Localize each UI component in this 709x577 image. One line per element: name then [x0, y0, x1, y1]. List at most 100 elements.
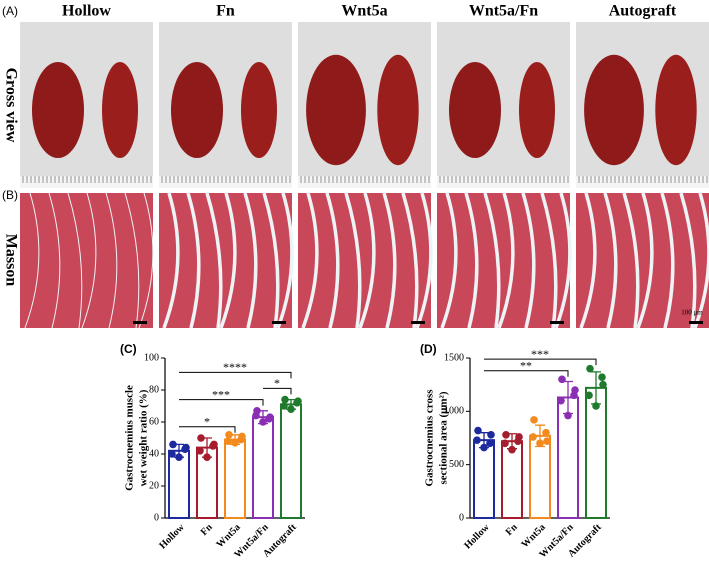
data-point — [259, 418, 267, 426]
scale-bar — [550, 321, 564, 324]
data-point — [281, 395, 289, 404]
muscle — [519, 62, 555, 158]
column-header: Fn — [216, 3, 235, 20]
panel-label: (B) — [2, 188, 18, 202]
fiber-gap — [48, 192, 61, 329]
fiber-gap — [540, 192, 558, 329]
data-point — [480, 443, 488, 452]
ruler — [20, 176, 153, 188]
data-point — [599, 380, 607, 389]
fiber-gap — [358, 192, 376, 329]
panel-label: (C) — [120, 342, 137, 356]
data-point — [501, 439, 509, 448]
row-label: Masson — [2, 234, 19, 287]
ruler — [576, 176, 709, 188]
data-point — [182, 443, 190, 452]
data-point — [210, 440, 218, 449]
bar — [252, 416, 274, 520]
ruler — [298, 176, 431, 188]
data-point — [564, 411, 572, 420]
ruler — [159, 176, 292, 188]
fiber-gap — [679, 192, 697, 329]
y-axis-label: Gastrocnemius muscle — [124, 385, 136, 491]
y-tick-label: 60 — [149, 416, 159, 427]
data-point — [280, 402, 288, 410]
data-point — [196, 447, 204, 455]
data-point — [515, 433, 523, 441]
panel-label: (D) — [420, 342, 437, 356]
muscle — [377, 54, 419, 166]
significance-label: * — [204, 415, 210, 429]
data-point — [529, 433, 537, 441]
y-tick-label: 40 — [149, 448, 159, 459]
data-point — [252, 411, 260, 420]
masson-photo — [20, 193, 153, 328]
fiber-gap — [382, 192, 397, 329]
fiber-gap — [344, 192, 362, 329]
fiber-gap — [521, 192, 536, 329]
fiber-gap — [301, 192, 319, 329]
y-tick-label: 0 — [154, 512, 159, 523]
data-point — [508, 445, 516, 454]
data-point — [197, 434, 205, 442]
fiber-gap — [660, 192, 675, 329]
muscle — [32, 62, 84, 158]
column-header: Autograft — [609, 3, 677, 20]
scale-bar — [689, 321, 703, 324]
y-axis-label: wet weight ratio (%) — [138, 389, 150, 486]
fiber-gap — [483, 192, 501, 329]
data-point — [543, 437, 551, 446]
fiber-gap — [554, 192, 572, 329]
data-point — [224, 437, 232, 446]
significance-bracket — [484, 370, 569, 377]
fiber-gap — [497, 192, 515, 329]
fiber-gap — [579, 192, 597, 329]
data-point — [557, 396, 565, 405]
panel-label: (A) — [2, 4, 18, 18]
significance-label: *** — [531, 347, 549, 361]
data-point — [231, 439, 239, 447]
data-point — [203, 453, 211, 462]
scale-bar — [411, 321, 425, 324]
column-header: Wnt5a/Fn — [469, 3, 538, 20]
fiber-gap — [67, 192, 83, 329]
significance-bracket — [263, 387, 292, 395]
fiber-gap — [622, 192, 640, 329]
fiber-gap — [124, 192, 140, 329]
data-point — [225, 431, 233, 439]
data-point — [558, 375, 566, 384]
fiber-gap — [262, 192, 280, 329]
fiber-gap — [162, 192, 180, 329]
data-point — [168, 450, 176, 458]
muscle — [449, 62, 501, 158]
y-axis-label: Gastrocnemius cross — [424, 389, 436, 487]
fiber-gap — [138, 192, 154, 329]
x-tick-label: Fn — [199, 522, 215, 538]
ruler — [437, 176, 570, 188]
muscle — [102, 62, 138, 158]
fiber-gap — [603, 192, 618, 329]
fiber-gap — [186, 192, 201, 329]
data-point — [598, 373, 606, 382]
data-point — [487, 431, 495, 439]
scale-bar — [133, 321, 147, 324]
fiber-gap — [243, 192, 258, 329]
data-point — [175, 453, 183, 462]
data-point — [169, 440, 177, 449]
y-tick-label: 100 — [144, 352, 159, 363]
fiber-gap — [276, 192, 294, 329]
y-tick-label: 20 — [149, 480, 159, 491]
column-header: Wnt5a — [341, 3, 387, 20]
muscle — [241, 62, 277, 158]
fiber-gap — [24, 192, 40, 329]
data-point — [542, 428, 550, 437]
significance-bracket — [179, 426, 236, 433]
fiber-gap — [105, 192, 118, 329]
significance-bracket — [179, 399, 264, 406]
data-point — [474, 426, 482, 435]
bar — [280, 403, 302, 519]
x-tick-label: Fn — [504, 522, 520, 538]
x-tick-label: Hollow — [462, 521, 492, 551]
significance-bracket — [179, 371, 292, 379]
